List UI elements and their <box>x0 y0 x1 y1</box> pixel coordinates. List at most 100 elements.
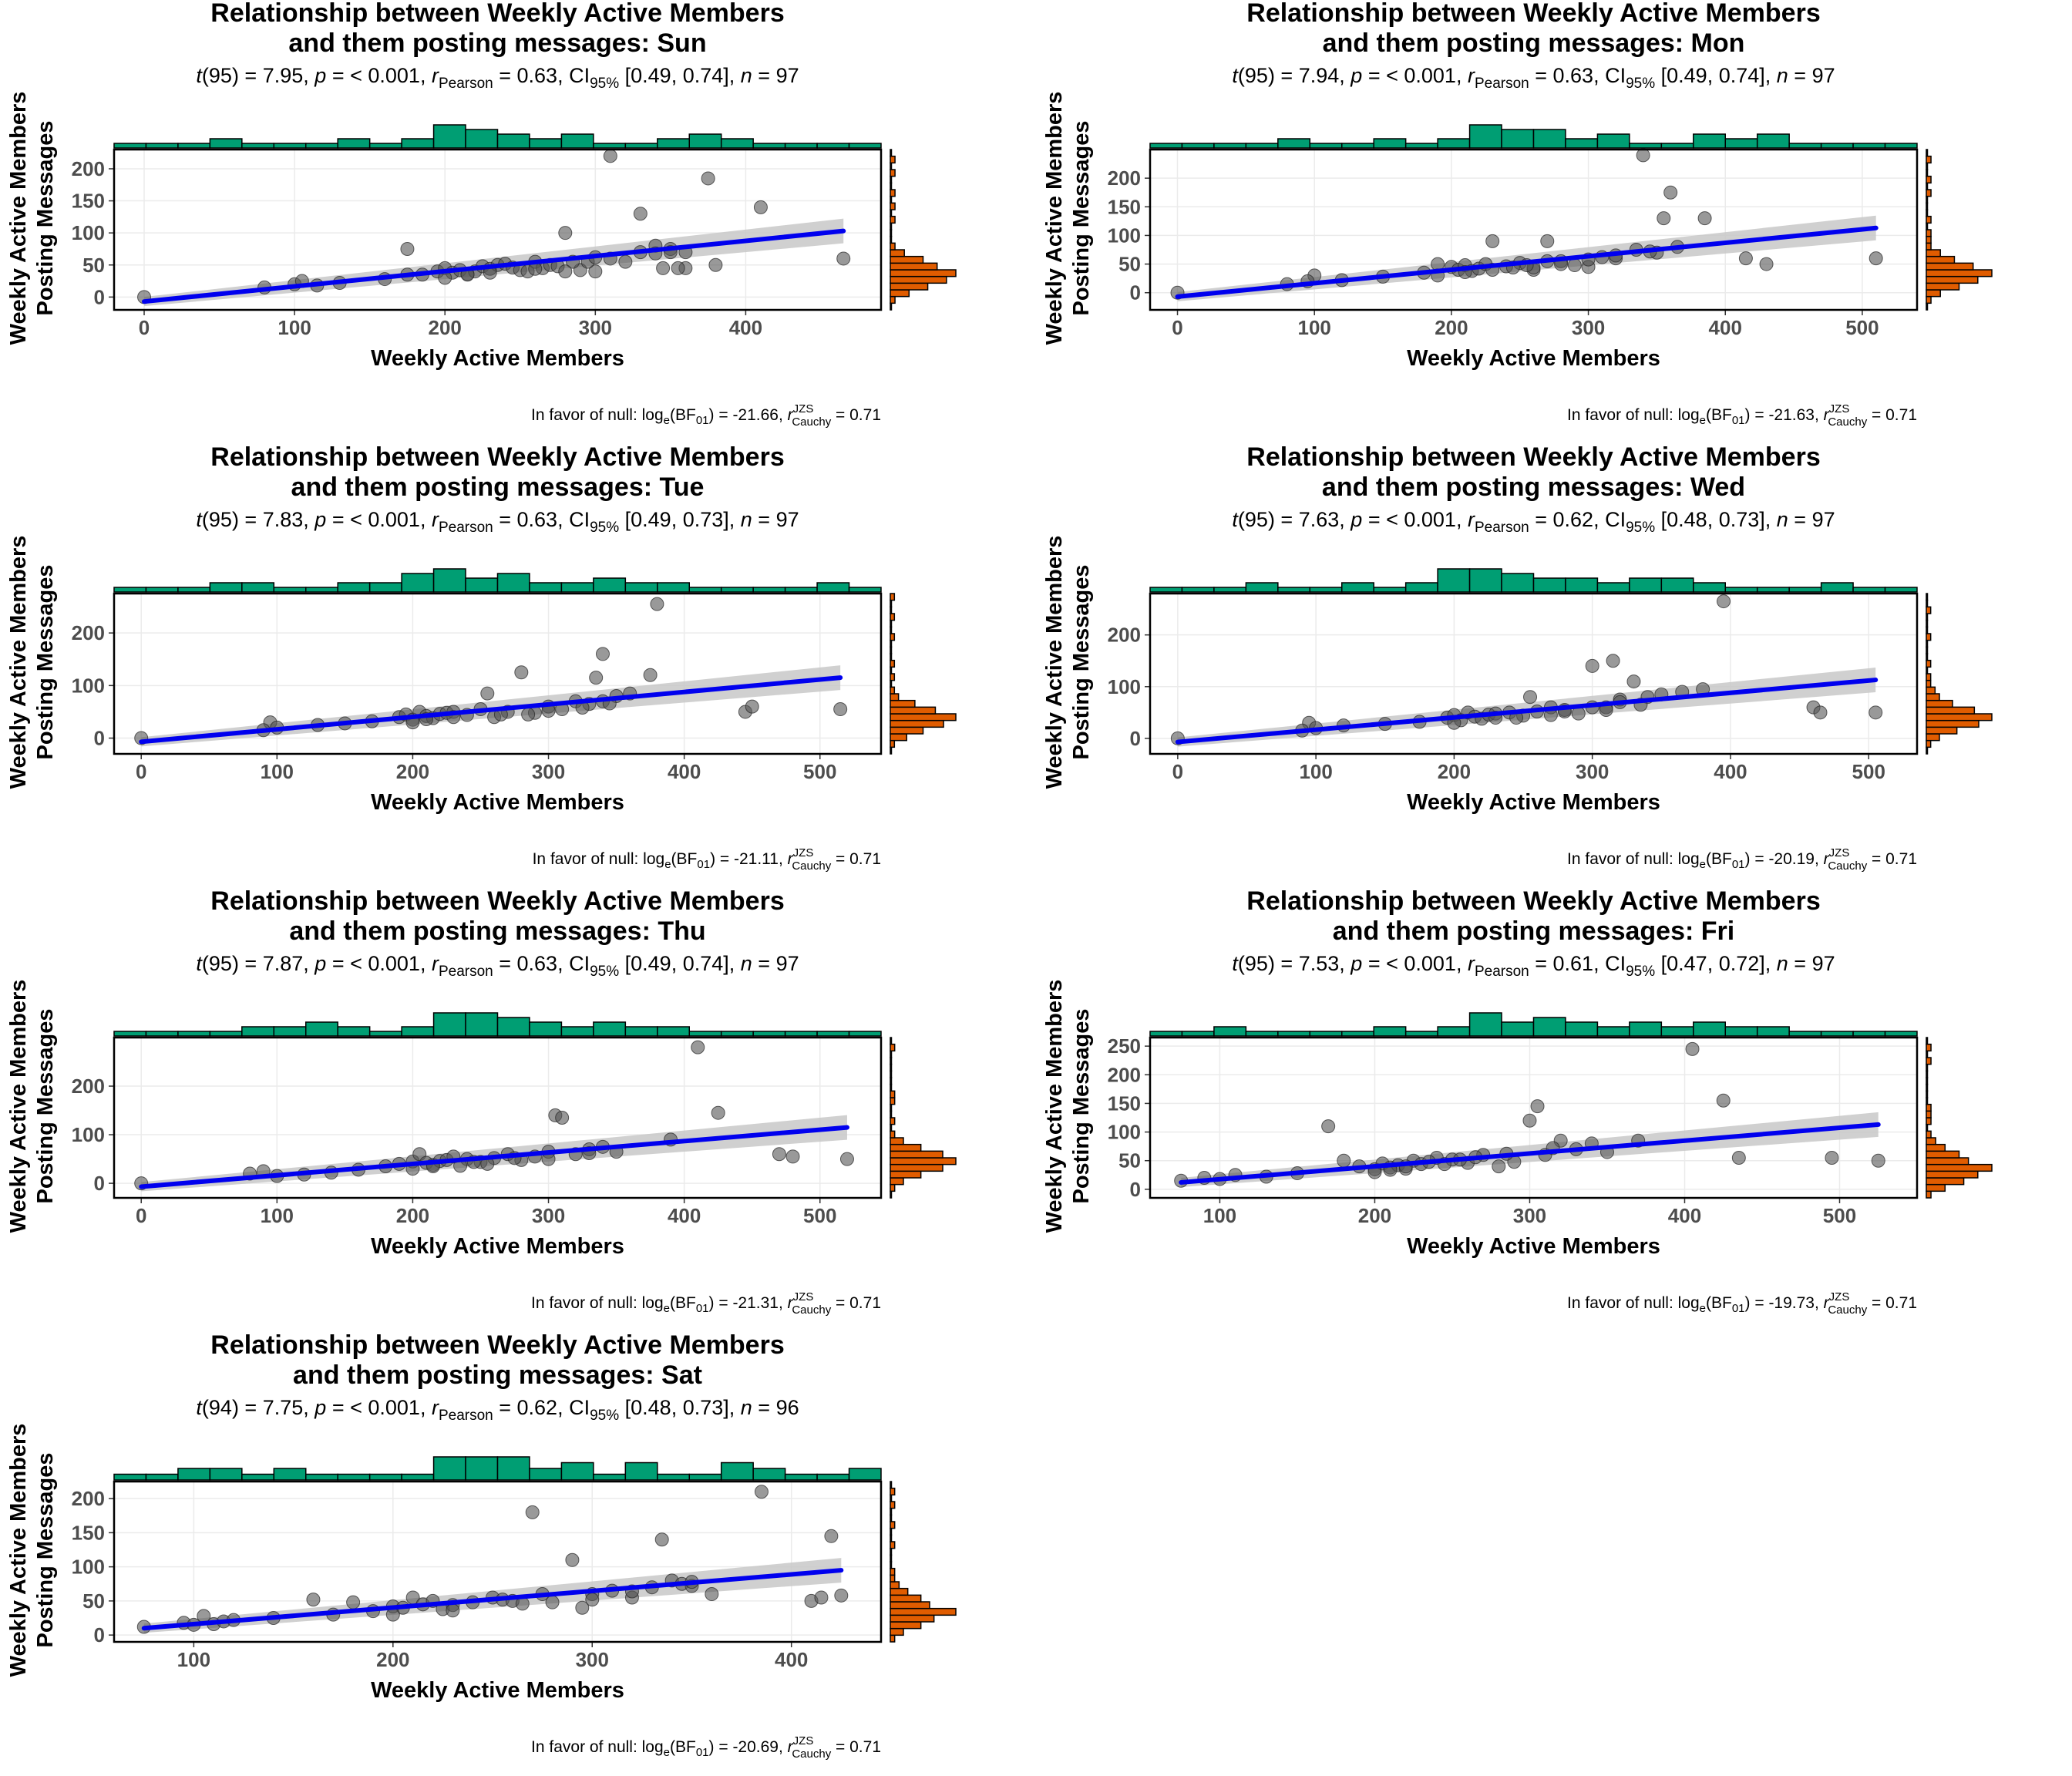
top-histogram-bar <box>113 587 147 593</box>
right-histogram-bar <box>890 295 896 304</box>
right-histogram-bar <box>1926 275 1979 284</box>
right-histogram-bar <box>1926 726 1958 735</box>
x-tick-label: 500 <box>803 1204 836 1227</box>
top-histogram-bar <box>1341 143 1374 149</box>
data-point <box>708 257 723 272</box>
right-histogram-bar <box>1926 646 1929 654</box>
right-histogram-bar <box>1926 1123 1929 1132</box>
t-symbol: t <box>196 508 203 531</box>
y-tick-label: 100 <box>72 1556 105 1579</box>
right-histogram-bar <box>890 639 893 648</box>
y-tick-label: 0 <box>1130 1178 1141 1201</box>
text-span: 0.61 <box>1553 952 1594 975</box>
text-span: 7.94 <box>1299 64 1340 87</box>
text-span: ) = -21.11, <box>710 850 788 868</box>
right-histogram-bar <box>890 169 896 177</box>
text-span: , <box>1339 508 1350 531</box>
top-histogram-bar <box>241 582 275 593</box>
top-histogram-bar <box>688 1473 722 1481</box>
right-histogram-bar <box>1926 1083 1929 1092</box>
x-tick-label: 100 <box>1203 1204 1236 1227</box>
right-histogram-bar <box>890 1177 904 1186</box>
spacer <box>1655 952 1661 975</box>
chart-title: Relationship between Weekly Active Membe… <box>1246 442 1820 472</box>
text-span: = <box>752 508 776 531</box>
right-histogram-bar <box>890 1117 896 1125</box>
data-point <box>1606 654 1620 668</box>
text-span: In favor of null: log <box>531 406 664 424</box>
data-point <box>836 251 851 266</box>
text-span: = 0.71 <box>1867 1294 1917 1312</box>
right-histogram-bar <box>1926 1063 1929 1072</box>
top-histogram-bar <box>209 138 243 149</box>
data-point <box>1657 211 1671 226</box>
right-histogram-bar <box>1926 1157 1969 1166</box>
r-symbol: r <box>1824 406 1830 424</box>
right-histogram-bar <box>1926 666 1929 674</box>
chart-stats-subtitle: t(95) = 7.94, p = < 0.001, rPearson = 0.… <box>1232 64 1835 92</box>
top-histogram-bar <box>432 1456 466 1481</box>
data-point <box>565 1552 580 1567</box>
text-span: ( <box>202 1396 209 1419</box>
text-span: ) = <box>1268 952 1299 975</box>
right-histogram-bar <box>890 289 910 298</box>
top-histogram-bar <box>848 1468 882 1481</box>
top-histogram-bar <box>145 1473 179 1481</box>
right-histogram-bar <box>890 1063 893 1072</box>
text-span: ) = -21.66, <box>709 406 788 424</box>
top-histogram-bar <box>1468 1012 1502 1037</box>
right-histogram-bar <box>890 1494 893 1502</box>
top-histogram-bar <box>1565 138 1599 149</box>
y-axis-label: Weekly Active Members <box>1042 980 1067 1233</box>
top-histogram-bar <box>1437 1026 1471 1037</box>
data-point <box>558 264 573 279</box>
top-histogram-bar <box>368 1473 402 1481</box>
top-histogram-bar <box>1756 587 1790 593</box>
data-point <box>785 1149 800 1164</box>
top-histogram-bar <box>593 143 627 149</box>
y-tick-label: 100 <box>1108 675 1141 698</box>
top-histogram-bar <box>465 577 499 593</box>
n-symbol: n <box>741 1396 752 1419</box>
top-histogram-bar <box>848 587 882 593</box>
r-symbol: r <box>432 952 439 975</box>
x-tick-label: 400 <box>1714 760 1747 783</box>
right-histogram-bar <box>890 302 893 311</box>
right-histogram-bar <box>890 1170 922 1179</box>
top-histogram-bar <box>593 577 627 593</box>
right-histogram-bar <box>890 1163 944 1172</box>
text-span: 96 <box>776 1396 799 1419</box>
r-symbol: r <box>432 64 439 87</box>
top-histogram-bar <box>273 143 307 149</box>
p-symbol: p <box>1350 64 1362 87</box>
top-histogram-bar <box>752 1468 786 1481</box>
top-histogram-bar <box>529 138 563 149</box>
right-histogram-bar <box>890 679 893 688</box>
text-span: < 0.001 <box>1386 64 1456 87</box>
right-histogram-bar <box>890 1514 893 1522</box>
y-axis-label-line2: Posting Messages <box>1069 564 1094 759</box>
top-histogram-bar <box>337 138 371 149</box>
data-point <box>555 1111 570 1125</box>
top-histogram-bar <box>560 133 594 149</box>
text-span: JZS <box>793 1734 814 1747</box>
top-histogram-bar <box>496 573 530 593</box>
right-histogram-bar <box>890 1574 896 1583</box>
right-histogram-bar <box>890 1143 922 1152</box>
top-histogram-bar <box>1629 143 1663 149</box>
data-point <box>306 1593 321 1607</box>
top-histogram-bar <box>752 1031 786 1037</box>
data-point <box>705 1587 719 1602</box>
text-span: 7.95 <box>263 64 304 87</box>
data-point <box>558 226 573 240</box>
top-histogram-bar <box>113 1031 147 1037</box>
plot-frame <box>113 592 883 755</box>
right-histogram-bar <box>890 189 896 197</box>
text-span: , <box>1456 64 1468 87</box>
text-span: ( <box>202 952 209 975</box>
right-histogram-bar <box>1926 229 1932 237</box>
top-histogram-bar <box>1309 1031 1343 1037</box>
y-tick-label: 150 <box>1108 1092 1141 1115</box>
top-histogram-bar <box>273 587 307 593</box>
plot-frame <box>1149 592 1919 755</box>
